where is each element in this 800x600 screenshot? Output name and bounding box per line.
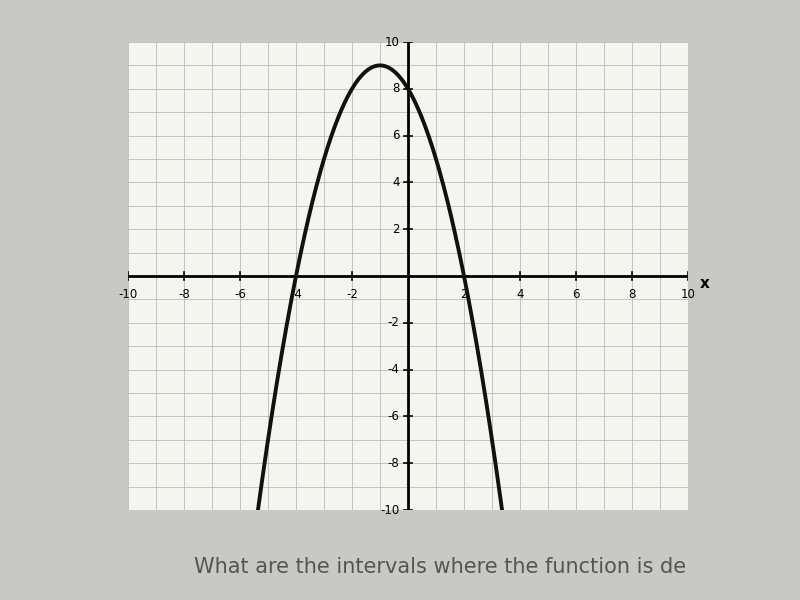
Text: -8: -8 [178, 287, 190, 301]
Text: -8: -8 [388, 457, 400, 470]
Text: 10: 10 [681, 287, 695, 301]
Text: -6: -6 [234, 287, 246, 301]
Text: 2: 2 [460, 287, 468, 301]
Text: 4: 4 [392, 176, 400, 189]
Text: 2: 2 [392, 223, 400, 236]
Text: -2: -2 [388, 316, 400, 329]
Text: -6: -6 [388, 410, 400, 423]
Text: x: x [700, 275, 710, 290]
Text: 10: 10 [385, 35, 400, 49]
Text: 6: 6 [572, 287, 580, 301]
Text: -10: -10 [380, 503, 400, 517]
Text: What are the intervals where the function is de: What are the intervals where the functio… [194, 557, 686, 577]
Text: -4: -4 [290, 287, 302, 301]
Text: -4: -4 [388, 363, 400, 376]
Text: 8: 8 [392, 82, 400, 95]
Text: -2: -2 [346, 287, 358, 301]
Text: 6: 6 [392, 129, 400, 142]
Text: -10: -10 [118, 287, 138, 301]
Text: 4: 4 [516, 287, 524, 301]
Text: 8: 8 [628, 287, 636, 301]
